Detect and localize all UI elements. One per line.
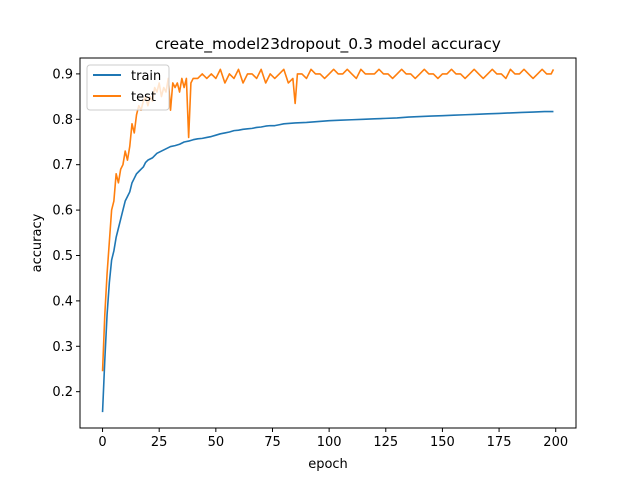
x-tick-label: 50 xyxy=(208,435,225,450)
y-tick-label: 0.8 xyxy=(52,113,73,128)
y-tick-label: 0.6 xyxy=(52,204,73,219)
x-axis: 0 25 50 75 100 125 150 175 200 xyxy=(98,428,568,450)
y-axis-label: accuracy xyxy=(30,213,45,272)
x-tick-label: 175 xyxy=(487,435,512,450)
x-tick-label: 100 xyxy=(317,435,342,450)
y-tick-label: 0.9 xyxy=(52,67,73,82)
x-tick-label: 25 xyxy=(151,435,168,450)
x-tick-label: 75 xyxy=(264,435,281,450)
legend-label-train: train xyxy=(131,69,161,84)
y-tick-label: 0.4 xyxy=(52,294,73,309)
y-tick-label: 0.5 xyxy=(52,249,73,264)
series-line-train xyxy=(101,110,554,413)
x-tick-label: 0 xyxy=(98,435,106,450)
chart-title: create_model23dropout_0.3 model accuracy xyxy=(155,35,501,54)
legend-label-test: test xyxy=(131,90,156,105)
x-axis-label: epoch xyxy=(308,457,348,472)
legend: train test xyxy=(86,64,170,111)
axes-frame xyxy=(79,57,577,429)
legend-box xyxy=(86,64,170,111)
y-tick-label: 0.7 xyxy=(52,158,73,173)
x-tick-label: 125 xyxy=(373,435,398,450)
y-axis: 0.2 0.3 0.4 0.5 0.6 0.7 0.8 0.9 xyxy=(52,67,80,400)
x-tick-label: 150 xyxy=(430,435,455,450)
y-tick-label: 0.3 xyxy=(52,340,73,355)
y-tick-label: 0.2 xyxy=(52,385,73,400)
x-tick-label: 200 xyxy=(543,435,568,450)
